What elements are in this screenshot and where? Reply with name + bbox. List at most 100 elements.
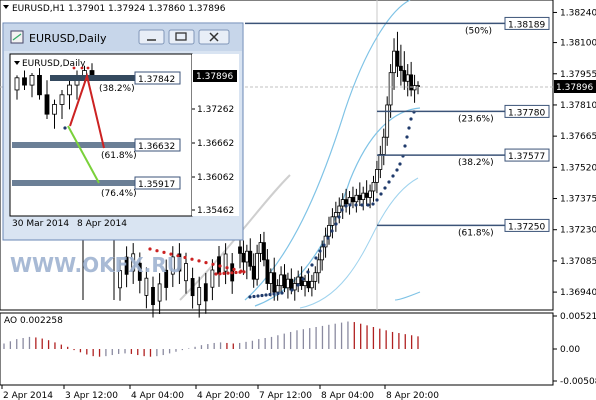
daily-price-label: 1.36062 [197, 173, 234, 183]
ao-tick-label: -0.005087 [560, 377, 596, 387]
zigzag-red [69, 72, 105, 149]
sar-dot [248, 295, 252, 299]
candle-body [337, 205, 342, 213]
sar-dot [337, 215, 341, 219]
sar-dot [226, 271, 230, 275]
candle-body [258, 242, 263, 254]
candle-body [330, 216, 335, 226]
zigzag-green [67, 125, 100, 184]
candle-body [309, 280, 314, 289]
daily-candle-body [44, 94, 50, 115]
sar-dot [314, 256, 318, 260]
sar-dot [280, 291, 284, 295]
sar-dot [218, 264, 222, 268]
sar-dot [340, 208, 344, 212]
candle-body [395, 50, 400, 67]
ao-histogram [3, 321, 419, 357]
candle-body [137, 262, 142, 281]
sar-dot [405, 135, 409, 139]
daily-fib-bar [50, 75, 178, 81]
sar-dot [272, 292, 276, 296]
daily-fib-price: 1.37842 [138, 75, 175, 85]
sar-dot [197, 259, 201, 263]
candle-body [203, 283, 208, 302]
candle-body [244, 250, 249, 263]
candle-body [333, 212, 338, 218]
sar-dot [322, 243, 326, 247]
minimize-button[interactable] [138, 29, 165, 45]
daily-time-label: 30 Mar 2014 [12, 219, 69, 229]
sar-dot [301, 277, 305, 281]
candle-body [375, 169, 379, 183]
daily-current-price-box [193, 70, 237, 82]
fib-percent: (50%) [465, 26, 492, 36]
candle-body [223, 253, 228, 272]
window-title: EURUSD,Daily [29, 32, 107, 45]
sar-dot [398, 162, 402, 166]
current-price-label: 1.37896 [556, 83, 593, 93]
daily-fib-price-box [134, 176, 181, 190]
daily-fib-price-box [134, 71, 181, 85]
fib-price-box [504, 148, 550, 162]
dropdown-triangle-icon[interactable] [3, 5, 9, 9]
candle-body [289, 278, 294, 291]
sar-dot [276, 291, 280, 296]
daily-candle-body [52, 104, 57, 115]
daily-fib-bar [12, 142, 180, 148]
daily-dropdown-icon[interactable] [14, 61, 20, 65]
candle-body [197, 287, 202, 306]
lower-band-tail [394, 291, 421, 301]
daily-sar-dot [72, 66, 76, 70]
price-tick-label: 1.38240 [560, 8, 596, 18]
candle-body [409, 74, 414, 91]
sar-dot [238, 270, 242, 274]
price-tick-label: 1.37375 [560, 195, 596, 205]
candle-body [357, 194, 362, 200]
candle-body [354, 194, 359, 203]
fib-percent: (61.8%) [458, 228, 494, 238]
sar-dot [204, 261, 208, 265]
price-tick-label: 1.37520 [560, 163, 596, 173]
sar-dot [230, 271, 234, 275]
fib-percent: (23.6%) [458, 114, 494, 124]
time-tick-label: 7 Apr 12:00 [259, 391, 312, 400]
fib-price: 1.37577 [508, 152, 545, 162]
candle-body [388, 72, 393, 106]
sar-dot [344, 204, 348, 208]
daily-chart-window[interactable]: EURUSD,Daily EURUSD,Daily (38.2%)1.37842… [2, 22, 244, 241]
maximize-button[interactable] [168, 29, 195, 45]
candle-body [378, 154, 383, 170]
sar-dot [264, 293, 268, 297]
sar-dot [290, 288, 294, 292]
ao-tick-label: 0.005219 [560, 312, 596, 322]
candle-body [347, 197, 352, 205]
sar-dot [232, 267, 236, 271]
candle-body [265, 259, 270, 284]
daily-fib-percent: (38.2%) [99, 84, 135, 94]
sar-dot [162, 250, 166, 254]
time-tick-label: 2 Apr 2014 [3, 391, 53, 400]
sar-dot [169, 252, 173, 256]
candle-body [303, 280, 307, 287]
daily-current-price: 1.37896 [196, 72, 233, 82]
candle-body [241, 252, 246, 263]
price-tick-label: 1.36940 [560, 288, 596, 298]
daily-time-label: 8 Apr 2014 [77, 219, 127, 229]
fib-price-box [504, 218, 550, 232]
ao-panel[interactable] [0, 312, 554, 386]
fib-price: 1.37780 [508, 108, 545, 118]
sar-dot [366, 203, 370, 207]
time-tick-label: 8 Apr 04:00 [321, 391, 374, 400]
candle-body [282, 274, 287, 289]
candle-body [320, 246, 325, 261]
candle-body [238, 246, 242, 254]
candle-body [313, 272, 318, 282]
fib-price: 1.37250 [508, 222, 545, 232]
daily-fib-price: 1.35917 [138, 180, 175, 190]
daily-candle-body [22, 77, 27, 86]
sar-dot [383, 186, 387, 190]
candle-body [124, 256, 129, 275]
sar-dot [387, 180, 391, 184]
candle-body [131, 253, 136, 272]
